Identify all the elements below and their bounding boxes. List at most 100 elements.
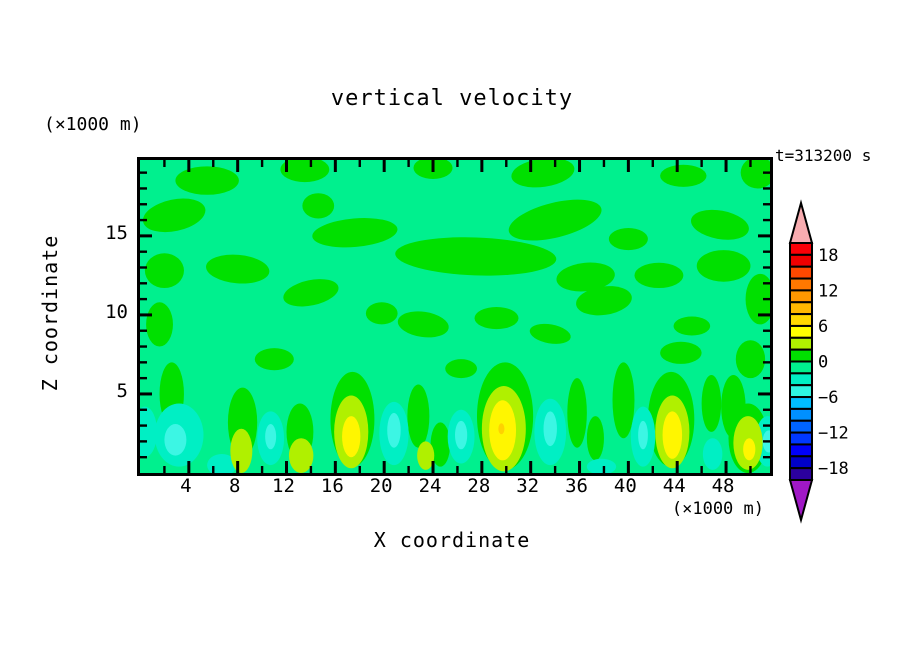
x-tick-label: 44 <box>662 475 686 497</box>
contour-band-g <box>397 311 449 338</box>
contour-band-g <box>660 341 702 364</box>
colorbar-label: 12 <box>818 281 838 301</box>
contour-band-g <box>696 250 751 282</box>
contour-band-o <box>498 423 505 435</box>
contour-band-t <box>638 420 648 450</box>
colorbar-label: 0 <box>818 353 828 373</box>
contour-band-t <box>387 412 401 448</box>
contour-band-g <box>283 279 339 307</box>
colorbar-segment <box>789 348 813 363</box>
y-axis-title: Z coordinate <box>30 170 70 456</box>
contour-band-g <box>395 237 557 276</box>
colorbar-segment <box>789 301 813 316</box>
y-axis-title-text: Z coordinate <box>38 234 62 392</box>
contour-band-g <box>612 362 635 439</box>
contour-band-a <box>702 438 723 470</box>
contour-band-g <box>660 164 707 187</box>
x-tick-label: 20 <box>369 475 393 497</box>
contour-band-y <box>743 438 756 461</box>
contour-band-c <box>230 428 253 473</box>
plot-area <box>137 157 773 476</box>
contour-plot <box>140 160 770 473</box>
contour-band-t <box>543 411 557 447</box>
contour-band-g <box>745 273 770 325</box>
contour-band-g <box>445 359 477 379</box>
contour-band-c <box>288 438 314 473</box>
contour-band-g <box>254 348 294 371</box>
contour-band-a <box>207 454 237 473</box>
x-tick-label: 48 <box>711 475 735 497</box>
colorbar: 18 12 6 0 −6 −12 −18 <box>782 198 902 542</box>
contour-band-t <box>265 423 277 450</box>
x-tick-label: 4 <box>180 475 192 497</box>
colorbar-over-arrow <box>788 199 814 244</box>
plot-title: vertical velocity <box>330 86 574 111</box>
colorbar-segment <box>789 443 813 458</box>
contour-band-g <box>175 166 239 195</box>
contour-band-g <box>586 416 604 461</box>
contour-band-g <box>511 160 575 188</box>
colorbar-segment <box>789 324 813 339</box>
x-tick-label: 32 <box>516 475 540 497</box>
contour-band-c <box>417 441 435 470</box>
contour-band-y <box>662 411 683 459</box>
contour-band-g <box>312 218 398 248</box>
contour-band-g <box>567 378 587 448</box>
colorbar-segment <box>789 407 813 422</box>
contour-band-g <box>430 422 451 467</box>
contour-band-g <box>302 193 335 219</box>
contour-band-g <box>280 160 330 183</box>
contour-band-g <box>365 302 398 325</box>
contour-band-g <box>556 262 615 292</box>
contour-band-g <box>146 302 173 347</box>
x-tick-label: 16 <box>320 475 344 497</box>
y-tick-label: 10 <box>105 300 128 323</box>
x-tick-label: 36 <box>565 475 588 497</box>
colorbar-label: 18 <box>818 246 838 266</box>
contour-band-g <box>144 253 184 289</box>
colorbar-segment <box>789 336 813 351</box>
timestamp-label: t=313200 s <box>775 146 872 165</box>
contour-band-g <box>474 307 519 330</box>
y-tick-label: 5 <box>116 379 128 402</box>
contour-band-g <box>735 340 766 379</box>
contour-band-y <box>342 416 361 458</box>
contour-band-g <box>529 323 571 344</box>
y-tick-label: 15 <box>105 221 128 244</box>
colorbar-label: −6 <box>818 388 838 408</box>
contour-band-g <box>608 227 648 251</box>
colorbar-segment <box>789 467 813 481</box>
colorbar-segment <box>789 384 813 399</box>
contour-band-t <box>455 420 468 450</box>
contour-band-a <box>140 406 158 458</box>
colorbar-segment <box>789 455 813 470</box>
colorbar-label: −12 <box>818 424 849 444</box>
colorbar-segment <box>789 419 813 434</box>
colorbar-scale: 18 12 6 0 −6 −12 −18 <box>788 199 849 524</box>
colorbar-segment <box>789 396 813 410</box>
colorbar-segment <box>789 242 813 256</box>
colorbar-segment <box>789 372 813 387</box>
colorbar-label: −18 <box>818 459 849 479</box>
colorbar-segment <box>789 277 813 292</box>
colorbar-segment <box>789 253 813 268</box>
contour-band-g <box>508 199 602 241</box>
x-tick-label: 8 <box>228 475 241 497</box>
contour-band-g <box>690 209 749 240</box>
contour-band-g <box>407 384 430 448</box>
contour-band-a <box>586 458 617 473</box>
colorbar-label: 6 <box>818 317 828 337</box>
contour-band-g <box>576 286 632 316</box>
x-axis-title: X coordinate <box>373 528 531 552</box>
x-tick-label: 24 <box>418 475 442 497</box>
x-tick-label: 12 <box>272 475 295 497</box>
contour-band-g <box>206 254 270 284</box>
colorbar-segment <box>789 313 813 327</box>
colorbar-segment <box>789 360 813 375</box>
contour-band-t <box>164 423 187 456</box>
x-axis-unit-label: (×1000 m) <box>671 499 764 519</box>
contour-band-g <box>740 160 770 189</box>
x-tick-label: 28 <box>467 475 491 497</box>
contour-band-g <box>142 198 206 233</box>
